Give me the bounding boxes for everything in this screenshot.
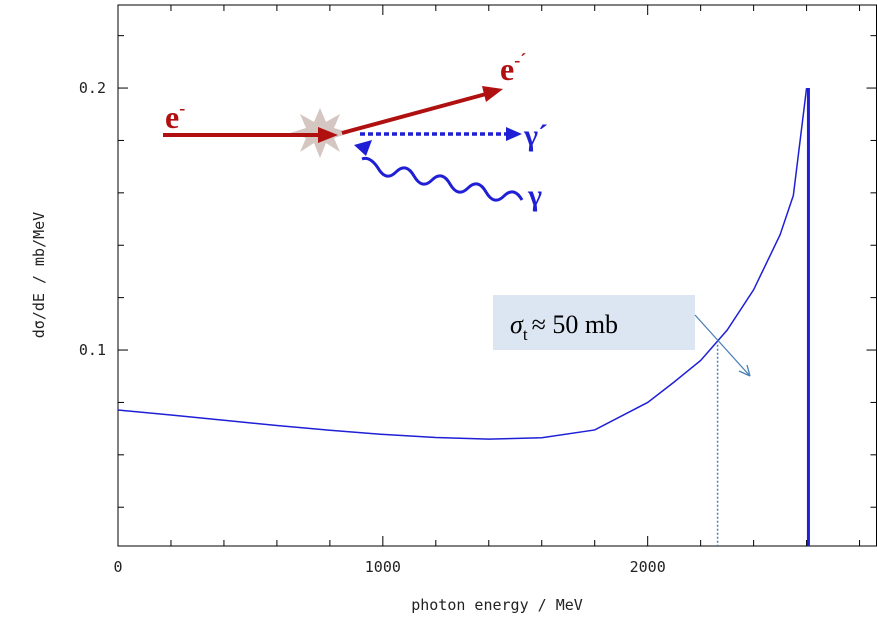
- electron-out-arrow: [341, 92, 487, 135]
- photon-in-wave: [361, 156, 524, 202]
- arrowhead: [482, 86, 503, 102]
- photon-in-label: γ: [527, 179, 542, 212]
- label-base: e: [165, 99, 179, 135]
- label-base: e: [500, 51, 514, 87]
- data-line: [117, 87, 808, 440]
- y-axis-label: dσ/dE / mb/MeV: [30, 212, 48, 338]
- annotation-arrow: [694, 314, 751, 377]
- label-sup: -: [179, 98, 185, 118]
- plot-frame: [117, 4, 877, 547]
- annotation-sub: t: [523, 325, 528, 344]
- x-tick-label: 0: [113, 558, 122, 576]
- arrowhead: [318, 127, 338, 143]
- photon-out-label: γ´: [523, 119, 548, 152]
- annotation-box: [493, 295, 695, 350]
- annotation-symbol: σ: [510, 310, 524, 339]
- x-tick-label: 1000: [365, 558, 401, 576]
- y-tick-label: 0.2: [79, 79, 106, 97]
- y-tick-label: 0.1: [79, 341, 106, 359]
- x-tick-label: 2000: [630, 558, 666, 576]
- inset-diagram: e- e-´ γ´ γ: [163, 50, 548, 212]
- arrowhead: [354, 140, 372, 156]
- electron-out-label: e-´: [500, 50, 526, 87]
- annotation-arrowhead: [738, 364, 751, 377]
- electron-in-label: e-: [165, 98, 185, 135]
- x-axis-label: photon energy / MeV: [411, 596, 583, 614]
- annotation-text: ≈ 50 mb: [532, 310, 619, 339]
- arrowhead: [506, 127, 522, 141]
- annotation: σt ≈ 50 mb: [510, 310, 618, 344]
- label-sup: -´: [514, 50, 526, 70]
